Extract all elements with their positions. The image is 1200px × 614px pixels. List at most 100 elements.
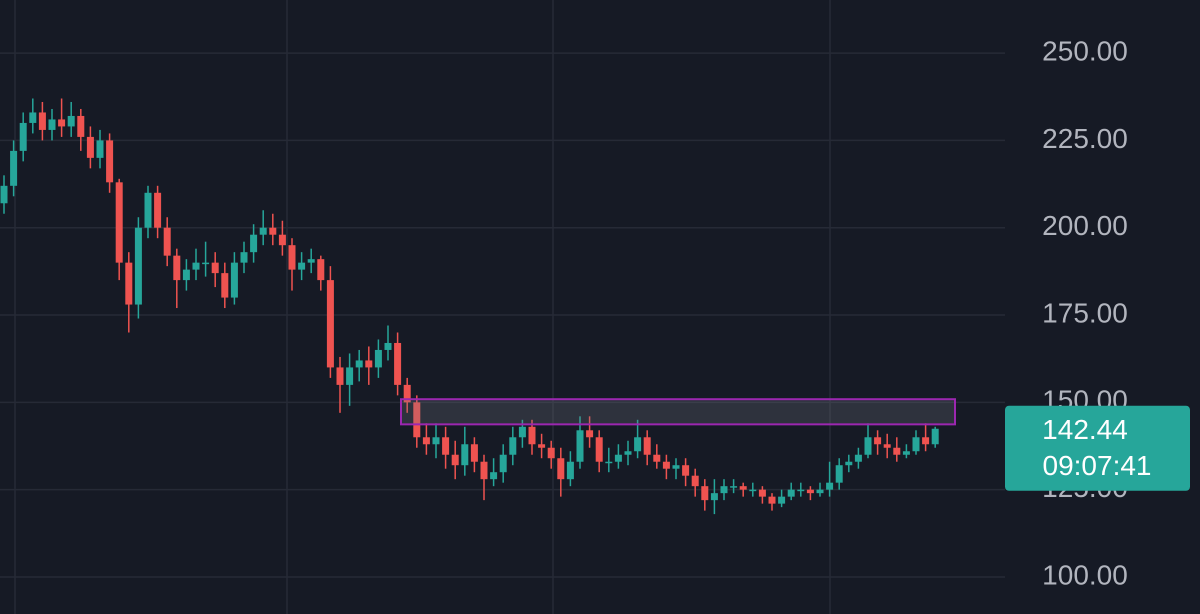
candle-body <box>672 465 680 469</box>
candle-body <box>624 451 632 455</box>
candle-body <box>739 486 747 490</box>
candle-body <box>403 384 411 403</box>
candle-body <box>547 447 555 459</box>
candle-body <box>278 234 286 246</box>
candle-body <box>893 447 901 455</box>
candle-body <box>778 496 786 504</box>
candle-body <box>365 360 373 368</box>
countdown: 09:07:41 <box>1043 450 1152 481</box>
candle-body <box>835 465 843 483</box>
candle-body <box>749 489 757 492</box>
y-tick-label: 250.00 <box>1042 35 1128 66</box>
candle-body <box>259 227 267 235</box>
y-tick-label: 200.00 <box>1042 210 1128 241</box>
candle-body <box>720 486 728 494</box>
vertical-grid <box>14 0 831 614</box>
candle-body <box>509 437 517 455</box>
candle-body <box>902 451 910 455</box>
candle-body <box>422 437 430 445</box>
candle-body <box>86 136 94 158</box>
candle-body <box>442 437 450 455</box>
candle-body <box>557 458 565 480</box>
candle-body <box>202 262 210 265</box>
candle-body <box>96 140 104 158</box>
candle-body <box>77 115 85 137</box>
candle-body <box>499 454 507 473</box>
candle-body <box>432 437 440 445</box>
candle-body <box>730 486 738 488</box>
candle-body <box>355 360 363 368</box>
candle-body <box>106 140 114 183</box>
candle-body <box>931 428 939 445</box>
candle-body <box>691 475 699 487</box>
candle-body <box>806 489 814 494</box>
candle-body <box>317 259 325 281</box>
candle-body <box>826 482 834 490</box>
candle-body <box>576 430 584 462</box>
y-tick-label: 100.00 <box>1042 559 1128 590</box>
candle-body <box>758 489 766 497</box>
candle-body <box>643 437 651 455</box>
candle-body <box>922 437 930 445</box>
candle-body <box>144 192 152 228</box>
candle-body <box>528 426 536 445</box>
candle-body <box>490 472 498 480</box>
candle-body <box>874 437 882 445</box>
candle-body <box>29 112 37 123</box>
candle-body <box>787 489 795 497</box>
candle-body <box>250 234 258 253</box>
candle-body <box>336 367 344 385</box>
candle-body <box>614 454 622 462</box>
candle-body <box>346 367 354 385</box>
candle-body <box>394 342 402 385</box>
candle-body <box>864 437 872 455</box>
candle-body <box>38 112 46 130</box>
candle-body <box>125 262 133 305</box>
candle-body <box>653 454 661 462</box>
candle-body <box>221 273 229 298</box>
zone <box>400 398 956 426</box>
candle-body <box>269 227 277 235</box>
candle-body <box>480 461 488 480</box>
candle-body <box>797 489 805 492</box>
candle-body <box>134 227 142 305</box>
candle-body <box>19 122 27 151</box>
candle-body <box>58 119 66 127</box>
candle-body <box>384 342 392 350</box>
y-tick-label: 175.00 <box>1042 297 1128 328</box>
last-price-label: 142.44 <box>1042 414 1128 445</box>
candle-body <box>682 465 690 476</box>
candle-body <box>816 489 824 494</box>
candle-body <box>518 426 526 438</box>
candle-body <box>230 262 238 298</box>
candle-body <box>634 437 642 452</box>
candle-body <box>154 192 162 228</box>
candle-body <box>374 349 382 368</box>
candle-body <box>845 461 853 466</box>
candle-body <box>173 255 181 281</box>
candle-body <box>288 245 296 270</box>
candle-body <box>451 454 459 466</box>
candle-body <box>701 486 709 501</box>
candle-body <box>470 444 478 462</box>
candle-body <box>586 430 594 438</box>
candle-body <box>710 493 718 501</box>
candle-body <box>662 461 670 469</box>
candle-body <box>240 252 248 263</box>
candle-body <box>883 444 891 448</box>
candle-body <box>163 227 171 256</box>
y-tick-label: 225.00 <box>1042 123 1128 154</box>
candle-body <box>566 461 574 480</box>
candle-body <box>768 496 776 504</box>
candle-body <box>461 444 469 466</box>
candle-body <box>538 444 546 448</box>
candle-body <box>182 269 190 281</box>
candle-body <box>307 259 315 263</box>
candle-body <box>0 185 8 204</box>
candle-body <box>48 119 56 130</box>
candle-body <box>595 437 603 462</box>
candle-body <box>298 262 306 270</box>
candle-body <box>605 461 613 464</box>
